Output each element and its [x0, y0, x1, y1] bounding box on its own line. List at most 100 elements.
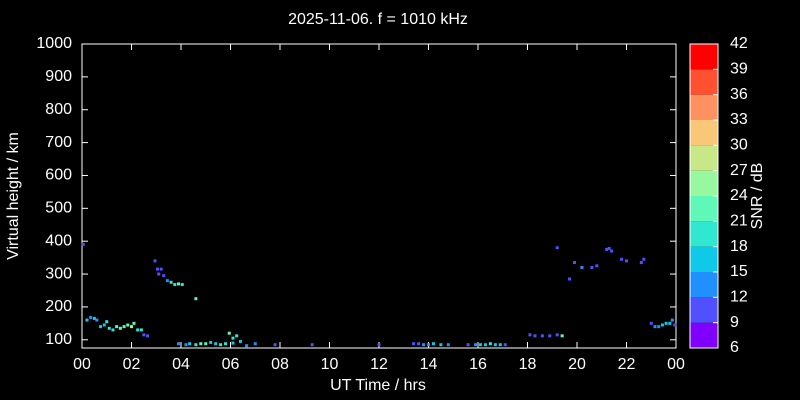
y-tick-label: 400: [45, 232, 72, 249]
data-point: [142, 333, 146, 337]
y-tick-label: 500: [45, 200, 72, 217]
chart-title: 2025-11-06. f = 1010 kHz: [288, 11, 468, 28]
data-point: [498, 343, 502, 347]
data-point: [533, 334, 537, 338]
y-tick-label: 100: [45, 331, 72, 348]
colorbar-tick-label: 33: [730, 111, 748, 128]
colorbar-band: [690, 44, 718, 70]
data-point: [310, 343, 314, 347]
colorbar-tick-label: 18: [730, 238, 748, 255]
data-point: [607, 246, 611, 250]
data-point: [595, 264, 599, 268]
data-point: [227, 331, 231, 335]
data-point: [169, 280, 173, 284]
data-point: [111, 328, 115, 332]
data-point: [639, 261, 643, 265]
colorbar-tick-label: 24: [730, 187, 748, 204]
colorbar-tick-label: 21: [730, 213, 748, 230]
data-point: [548, 334, 552, 338]
y-tick-label: 600: [45, 167, 72, 184]
y-tick-label: 900: [45, 68, 72, 85]
x-tick-label: 02: [123, 356, 141, 373]
data-point: [377, 343, 381, 347]
y-axis-label: Virtual height / km: [5, 132, 22, 260]
data-point: [118, 326, 122, 330]
data-point: [165, 279, 169, 283]
data-point: [273, 343, 277, 347]
data-point: [235, 334, 239, 338]
data-point: [605, 247, 609, 251]
data-point: [146, 334, 150, 338]
data-point: [130, 325, 133, 329]
colorbar-band: [690, 145, 718, 171]
colorbar-tick-label: 6: [730, 339, 739, 356]
data-point: [159, 267, 163, 271]
data-point: [488, 342, 492, 346]
data-point: [503, 343, 507, 347]
data-point: [194, 343, 198, 347]
data-point: [568, 277, 572, 281]
data-point: [555, 333, 559, 337]
data-point: [157, 272, 161, 276]
data-point: [194, 297, 198, 301]
data-point: [657, 325, 661, 329]
colorbar-band: [690, 221, 718, 247]
data-point: [92, 316, 96, 320]
colorbar-band: [690, 196, 718, 222]
data-point: [664, 321, 668, 325]
data-point: [560, 334, 564, 338]
data-point: [483, 343, 487, 347]
data-point: [107, 326, 111, 330]
data-point: [253, 342, 257, 346]
data-point: [224, 342, 228, 346]
data-point: [204, 342, 208, 346]
x-tick-label: 00: [667, 356, 685, 373]
x-axis-label: UT Time / hrs: [330, 377, 426, 394]
data-point: [81, 242, 85, 246]
x-tick-label: 20: [568, 356, 586, 373]
data-point: [474, 343, 478, 347]
data-point: [99, 325, 103, 329]
data-point: [155, 267, 159, 271]
x-tick-label: 18: [519, 356, 537, 373]
data-point: [199, 342, 203, 346]
data-point: [446, 343, 450, 347]
data-point: [649, 321, 653, 325]
x-tick-label: 08: [271, 356, 289, 373]
data-point: [245, 344, 249, 348]
data-point: [105, 320, 109, 324]
data-point: [219, 343, 223, 347]
y-tick-label: 300: [45, 265, 72, 282]
data-point: [668, 321, 672, 325]
colorbar-band: [690, 297, 718, 323]
y-tick-label: 1000: [36, 35, 72, 52]
data-point: [136, 328, 140, 332]
colorbar-tick-label: 15: [730, 263, 748, 280]
data-point: [670, 318, 674, 322]
data-point: [427, 343, 430, 347]
colorbar-label: SNR / dB: [749, 163, 766, 230]
colorbar-band: [690, 94, 718, 120]
data-point: [528, 333, 532, 337]
colorbar-tick-label: 27: [730, 162, 748, 179]
colorbar-band: [690, 272, 718, 298]
y-tick-label: 700: [45, 134, 72, 151]
data-point: [431, 342, 435, 346]
data-point: [493, 343, 497, 347]
x-tick-label: 16: [469, 356, 487, 373]
data-point: [540, 334, 544, 338]
x-tick-label: 22: [618, 356, 636, 373]
colorbar-tick-label: 39: [730, 61, 748, 78]
data-point: [417, 342, 421, 346]
data-point: [188, 342, 192, 346]
x-tick-label: 12: [370, 356, 388, 373]
colorbar-tick-label: 36: [730, 86, 748, 103]
colorbar-band: [690, 120, 718, 146]
colorbar-tick-label: 42: [730, 35, 748, 52]
data-point: [660, 323, 664, 327]
data-point: [478, 343, 482, 347]
x-tick-label: 10: [321, 356, 339, 373]
x-tick-label: 04: [172, 356, 190, 373]
